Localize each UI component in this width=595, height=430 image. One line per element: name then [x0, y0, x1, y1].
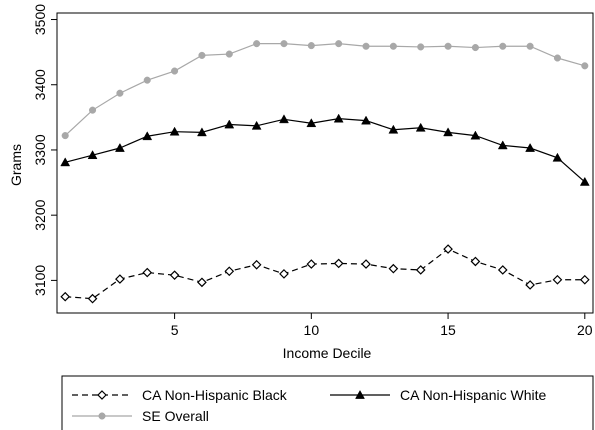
data-point	[169, 270, 180, 281]
series-2	[61, 40, 589, 140]
data-point	[279, 114, 289, 124]
data-point	[526, 42, 534, 50]
data-point	[470, 130, 481, 140]
data-point	[443, 127, 453, 137]
x-tick-label: 20	[577, 322, 593, 338]
data-point	[142, 267, 153, 278]
data-point	[279, 269, 289, 279]
legend-entry: CA Non-Hispanic Black	[72, 387, 288, 403]
legend-label: CA Non-Hispanic White	[400, 387, 546, 403]
data-point	[142, 131, 153, 141]
legend-box	[61, 375, 594, 430]
data-point	[225, 50, 233, 58]
data-point	[471, 44, 479, 52]
data-point	[143, 76, 151, 84]
data-point	[499, 42, 507, 50]
data-point	[60, 291, 71, 302]
data-point	[388, 124, 399, 134]
legend-entry: CA Non-Hispanic White	[330, 387, 546, 403]
series-line	[65, 248, 585, 300]
series-line	[64, 43, 585, 137]
data-point	[525, 142, 536, 152]
legend-label: SE Overall	[142, 408, 209, 424]
x-tick-label: 5	[171, 322, 179, 338]
series-0	[60, 244, 590, 304]
y-tick-label: 3400	[32, 69, 48, 100]
data-point	[388, 263, 399, 274]
y-tick-label: 3500	[32, 4, 48, 35]
legend-entry: SE Overall	[72, 408, 209, 424]
data-point	[253, 40, 261, 48]
data-point	[553, 54, 561, 62]
data-point	[552, 274, 563, 285]
data-point	[87, 293, 98, 304]
axes: Grams Income Decile 3100 3200 3300 3400 3500…	[8, 4, 594, 361]
legend-swatch-marker	[355, 389, 365, 399]
data-point	[251, 120, 262, 130]
plot-frame	[56, 12, 594, 314]
data-point	[306, 259, 317, 269]
y-axis-title: Grams	[8, 144, 24, 186]
data-point	[333, 258, 344, 269]
data-point	[116, 89, 124, 97]
data-point	[197, 127, 207, 137]
x-axis-title: Income Decile	[283, 345, 372, 361]
data-point	[415, 122, 426, 132]
data-point	[497, 265, 508, 275]
data-point	[444, 42, 452, 50]
legend-swatch-marker	[97, 390, 107, 400]
data-point	[335, 40, 343, 48]
data-point	[224, 119, 235, 129]
data-point	[171, 67, 179, 75]
data-point	[361, 115, 371, 125]
data-point	[497, 140, 508, 150]
data-point	[361, 259, 371, 269]
data-point	[333, 113, 344, 123]
data-point	[61, 132, 69, 140]
data-point	[197, 277, 207, 288]
data-point	[114, 142, 125, 152]
data-point	[389, 42, 397, 50]
data-point	[115, 274, 125, 284]
data-point	[307, 42, 315, 50]
legend: CA Non-Hispanic Black CA Non-Hispanic Whi…	[61, 375, 594, 430]
data-point	[89, 106, 97, 114]
legend-entries: CA Non-Hispanic Black CA Non-Hispanic Whi…	[72, 387, 546, 424]
data-point	[470, 256, 481, 267]
y-tick-label: 3200	[32, 199, 48, 230]
data-point	[251, 259, 262, 270]
legend-label: CA Non-Hispanic Black	[142, 387, 288, 403]
data-point	[60, 157, 71, 167]
series-layer	[60, 40, 590, 304]
data-point	[280, 40, 288, 48]
legend-swatch-marker	[98, 412, 106, 420]
data-point	[415, 265, 426, 275]
data-point	[579, 274, 590, 285]
series-1	[60, 113, 590, 186]
data-point	[443, 244, 453, 254]
data-point	[525, 280, 535, 290]
data-point	[87, 150, 98, 160]
series-line	[65, 118, 586, 183]
data-point	[417, 43, 425, 51]
data-point	[362, 42, 370, 50]
x-tick-label: 15	[440, 322, 456, 338]
data-point	[169, 126, 180, 136]
data-point	[306, 118, 317, 128]
y-tick-label: 3100	[32, 265, 48, 296]
y-tick-label: 3300	[32, 134, 48, 165]
data-point	[581, 62, 589, 70]
data-point	[579, 176, 590, 186]
data-point	[552, 152, 563, 162]
x-tick-label: 10	[304, 322, 320, 338]
data-point	[224, 266, 235, 277]
data-point	[198, 51, 206, 59]
